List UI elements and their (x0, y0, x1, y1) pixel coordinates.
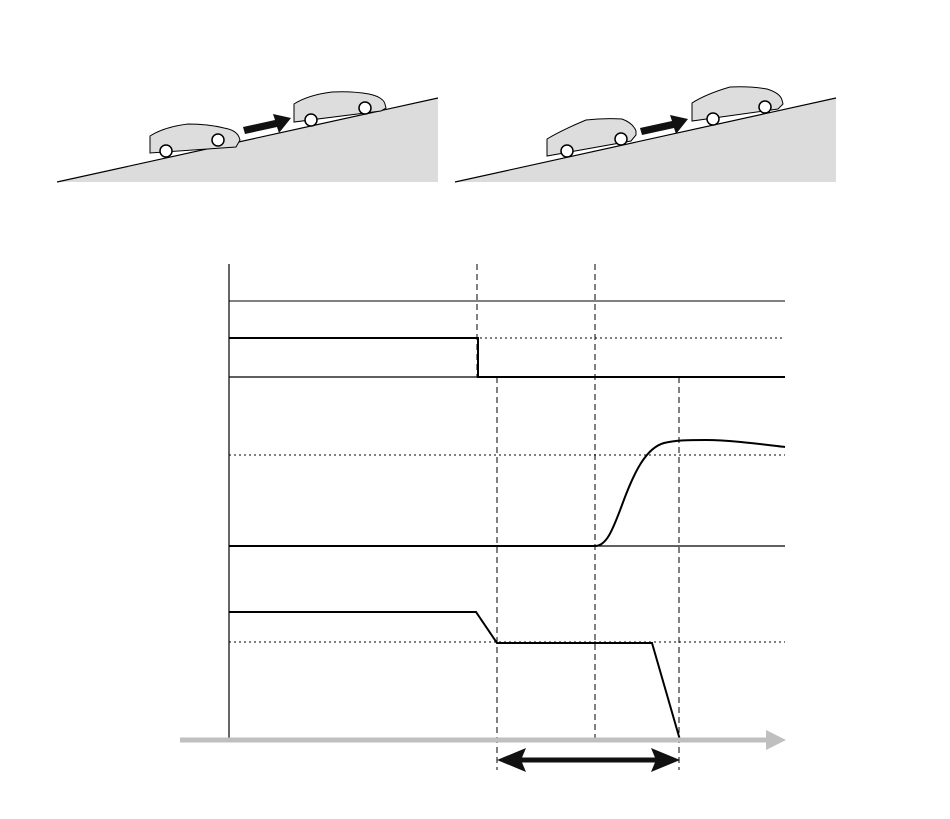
signal-3-trace (229, 611, 681, 741)
car-icon (293, 91, 387, 127)
timing-chart (180, 264, 786, 772)
uphill-scene-right (454, 86, 837, 183)
signal-1-trace (229, 337, 785, 378)
car-icon (546, 118, 637, 158)
arrow-right-icon (640, 115, 688, 135)
arrow-right-icon (766, 730, 786, 750)
double-arrow-icon (497, 748, 680, 772)
car-icon (691, 86, 784, 126)
slope-line (454, 97, 837, 183)
time-axis (180, 730, 786, 750)
uphill-scene-left (56, 91, 439, 183)
car-icon (149, 123, 241, 158)
signal-2-trace (229, 438, 786, 547)
arrow-right-icon (243, 114, 291, 134)
